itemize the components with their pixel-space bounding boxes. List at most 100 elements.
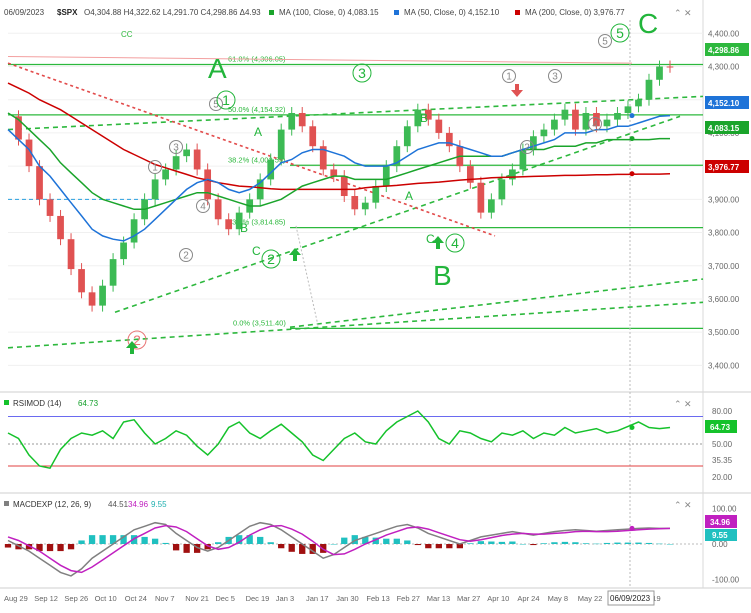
macd-histogram-bar	[477, 541, 485, 544]
candle-body	[109, 259, 117, 286]
ma200-swatch	[515, 10, 520, 15]
macd-histogram-bar	[603, 542, 611, 544]
wave-circle-number: 5	[602, 37, 608, 48]
candle-body	[330, 169, 338, 177]
macd-hist-value: 9.55	[151, 500, 167, 509]
macd-value: 44.51	[108, 500, 129, 509]
macd-histogram-bar	[582, 543, 590, 544]
ma50-badge	[705, 96, 749, 109]
wave-circle	[548, 69, 562, 83]
macd-swatch	[4, 501, 9, 506]
x-axis-label: Jan 30	[336, 594, 359, 603]
sell-arrow	[511, 84, 523, 97]
header-ma50[interactable]: MA (50, Close, 0) 4,152.10	[404, 8, 500, 17]
macd-histogram-bar	[488, 541, 495, 544]
header-symbol[interactable]: $SPX	[57, 8, 78, 17]
macd-signal-badge-text: 34.96	[710, 518, 731, 527]
header-ma100[interactable]: MA (100, Close, 0) 4,083.15	[279, 8, 379, 17]
x-axis-label: Oct 24	[125, 594, 147, 603]
ma100-swatch	[269, 10, 274, 15]
macd-histogram-bar	[509, 541, 516, 544]
rsi-badge	[705, 420, 737, 433]
wave-circle	[169, 140, 183, 154]
wave-circle	[610, 23, 630, 43]
price-panel-controls[interactable]: ⌃ ✕	[674, 8, 692, 18]
candle-body	[530, 136, 537, 150]
x-axis-label: Jan 17	[306, 594, 329, 603]
macd-histogram-bar	[656, 543, 663, 545]
macd-panel-controls[interactable]: ⌃ ✕	[674, 500, 692, 510]
rsi-value: 64.73	[78, 399, 99, 408]
header-date: 06/09/2023	[4, 8, 45, 17]
macd-histogram-bar	[404, 540, 411, 544]
rsi-panel-controls[interactable]: ⌃ ✕	[674, 399, 692, 409]
wave-circle	[588, 117, 602, 131]
wave-circle	[216, 90, 236, 110]
wave-circle	[598, 34, 612, 48]
candle-body	[309, 126, 317, 147]
candle-body	[635, 99, 642, 107]
x-axis-label: May 8	[548, 594, 568, 603]
macd-histogram-bar	[551, 542, 558, 544]
macd-histogram-bar	[246, 535, 253, 544]
ma50-line	[7, 114, 671, 242]
candle-body	[498, 179, 506, 200]
wave-label-small: C	[426, 232, 435, 246]
chart-header: 06/09/2023 $SPX O4,304.88 H4,322.62 L4,2…	[4, 8, 692, 39]
candle-body	[15, 116, 22, 140]
macd-histogram-bar	[446, 544, 453, 549]
candle-body	[120, 242, 127, 260]
header-ma200[interactable]: MA (200, Close, 0) 3,976.77	[525, 8, 625, 17]
macd-signal-badge	[705, 515, 737, 528]
macd-histogram-bar	[414, 544, 421, 546]
wave-circle	[445, 233, 465, 253]
macd-histogram-bar	[183, 544, 190, 553]
candle-body	[183, 149, 190, 157]
macd-histogram-bar	[624, 542, 632, 544]
x-axis-label: Feb 27	[397, 594, 420, 603]
macd-histogram-bar	[193, 544, 201, 553]
candle-body	[67, 239, 75, 270]
wave-label-large: A	[208, 53, 227, 84]
candle-body	[435, 119, 443, 133]
macd-histogram-bar	[109, 535, 117, 544]
macd-histogram-bar	[15, 544, 22, 550]
macd-histogram-bar	[467, 543, 474, 544]
candle-body	[656, 66, 663, 80]
candle-body	[614, 112, 621, 120]
macd-histogram-bar	[435, 544, 442, 549]
rsi-swatch	[4, 400, 9, 405]
macd-histogram-bar	[383, 538, 390, 544]
macd-histogram-bar	[172, 544, 180, 551]
candle-body	[382, 166, 390, 187]
fib-level-label: 23.6% (3,814.85)	[228, 218, 286, 227]
wave-circle-number: 4	[451, 235, 459, 251]
macd-line	[7, 521, 670, 577]
candle-body	[46, 199, 54, 216]
macd-histogram-bar	[78, 540, 85, 544]
wave-circle-number: 5	[213, 100, 219, 111]
price-tick-label: 3,400.00	[708, 361, 740, 370]
wave-circle	[261, 249, 281, 269]
x-axis-label: Apr 24	[517, 594, 539, 603]
candle-body	[214, 199, 222, 220]
candle-body	[225, 219, 233, 230]
wave-circle-number: 2	[133, 332, 141, 348]
last-price-badge-text: 4,298.86	[708, 46, 740, 55]
wave-circle-number: 3	[173, 143, 179, 154]
wave-circle-number: 1	[152, 163, 158, 174]
wave-label-small: C	[252, 244, 261, 258]
macd-title[interactable]: MACDEXP (12, 26, 9)	[13, 500, 91, 509]
rsi-title[interactable]: RSIMOD (14)	[13, 399, 62, 408]
buy-arrow	[289, 248, 301, 261]
macd-histogram-bar	[393, 538, 400, 544]
candle-body	[57, 215, 64, 240]
wave-label-large: C	[638, 8, 658, 39]
current-date-label: 06/09/2023	[610, 594, 651, 603]
wave-circle	[196, 199, 210, 213]
macd-signal-line	[7, 524, 671, 574]
candle-body	[277, 129, 285, 160]
wave-circle	[127, 330, 147, 350]
